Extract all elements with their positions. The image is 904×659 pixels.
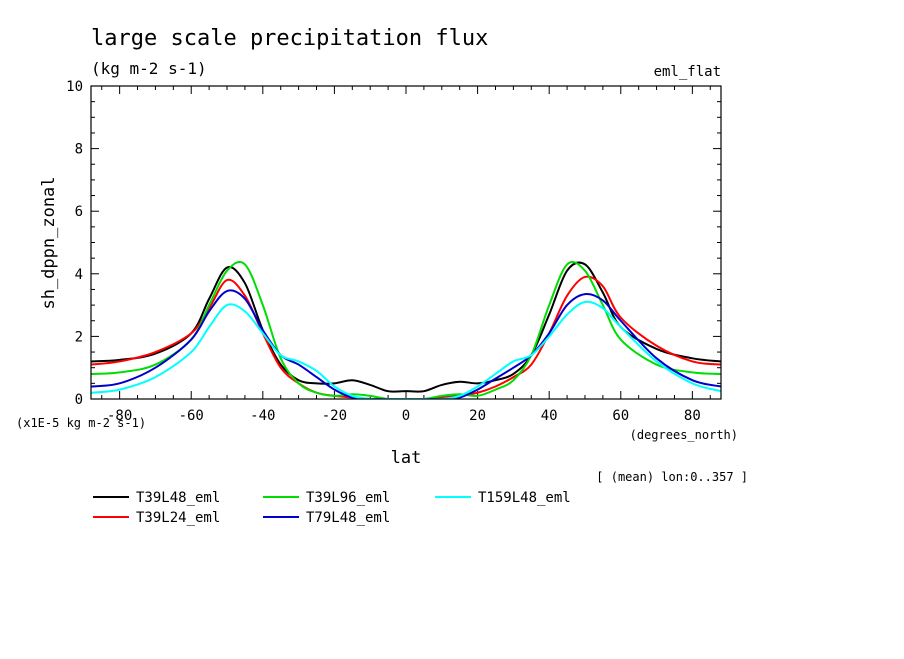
- y-tick-labels: 0 2 4 6 8 10: [66, 79, 83, 408]
- legend-label: T79L48_eml: [306, 510, 390, 526]
- experiment-label: eml_flat: [654, 64, 721, 80]
- legend: T39L48_eml T39L96_eml T159L48_eml T39L24_em…: [93, 490, 571, 526]
- y-tick-label: 6: [75, 204, 83, 220]
- y-axis-label: sh_dppn_zonal: [39, 176, 59, 309]
- y-tick-label: 4: [75, 267, 83, 283]
- chart-subtitle: (kg m-2 s-1): [91, 59, 207, 78]
- y-tick-label: 0: [75, 392, 83, 408]
- axis-ticks: [91, 85, 721, 400]
- legend-label: T159L48_eml: [478, 490, 571, 506]
- x-tick-label: 0: [402, 408, 410, 424]
- mean-note: [ (mean) lon:0..357 ]: [596, 470, 748, 484]
- x-axis-label: lat: [391, 448, 422, 468]
- x-tick-label: -60: [179, 408, 204, 424]
- x-tick-label: 60: [612, 408, 629, 424]
- series-line-t159l48_eml: [91, 300, 721, 399]
- chart-title: large scale precipitation flux: [91, 26, 488, 51]
- legend-label: T39L96_eml: [306, 490, 390, 506]
- legend-label: T39L48_eml: [136, 490, 220, 506]
- y-tick-label: 8: [75, 142, 83, 158]
- x-axis-units: (degrees_north): [630, 428, 738, 442]
- x-tick-label: 80: [684, 408, 701, 424]
- legend-label: T39L24_eml: [136, 510, 220, 526]
- x-tick-label: -20: [322, 408, 347, 424]
- y-tick-label: 2: [75, 329, 83, 345]
- x-tick-label: 40: [541, 408, 558, 424]
- series-lines: [91, 261, 721, 399]
- series-line-t39l24_eml: [91, 275, 721, 399]
- x-tick-label: -80: [107, 408, 132, 424]
- x-tick-label: -40: [250, 408, 275, 424]
- y-tick-label: 10: [66, 79, 83, 95]
- x-tick-label: 20: [469, 408, 486, 424]
- series-line-t39l48_eml: [91, 261, 721, 393]
- x-tick-labels: -80 -60 -40 -20 0 20 40 60 80: [107, 408, 701, 424]
- y-axis-units: (x1E-5 kg m-2 s-1): [16, 416, 146, 430]
- plot-frame: [90, 85, 722, 400]
- series-line-t39l96_eml: [91, 261, 721, 399]
- series-line-t79l48_eml: [91, 289, 721, 399]
